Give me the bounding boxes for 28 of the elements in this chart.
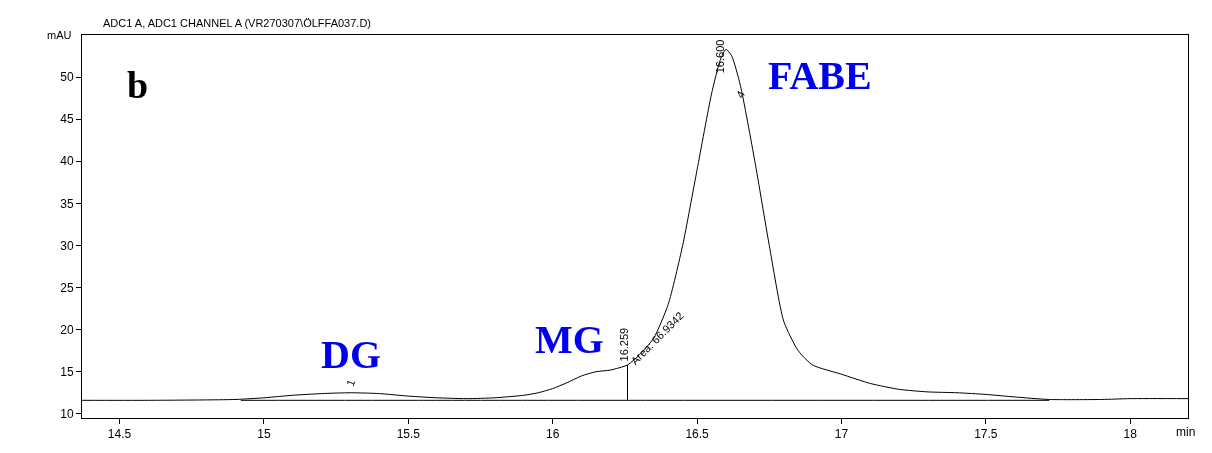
x-tick-label: 16: [546, 427, 560, 442]
x-tick-label: 17: [834, 427, 849, 442]
annotation: 16.259: [617, 327, 630, 362]
y-tick-label: 35: [60, 196, 74, 211]
x-tick-label: 17.5: [974, 427, 998, 442]
annotation: 1: [343, 377, 358, 388]
annotation: FABE: [768, 53, 872, 98]
annotation: b: [127, 64, 149, 106]
y-tick-label: 45: [60, 112, 74, 127]
y-tick-label: 10: [60, 406, 74, 421]
x-tick-label: 14.5: [107, 427, 132, 442]
y-tick-label: 40: [60, 154, 74, 169]
x-tick-label: 16.5: [685, 427, 710, 442]
y-tick-label: 20: [60, 322, 74, 337]
chart-title: ADC1 A, ADC1 CHANNEL A (VR270307\ÖLFFA037.D): [103, 17, 371, 29]
y-tick-label: 50: [60, 70, 74, 85]
x-tick-label: 15: [257, 427, 271, 442]
x-axis-title: min: [1176, 425, 1196, 439]
x-tick-label: 15.5: [396, 427, 421, 442]
y-tick-label: 30: [60, 238, 74, 253]
annotation: 16.600: [713, 39, 726, 74]
annotation: DG: [321, 332, 381, 377]
y-tick-label: 25: [60, 280, 74, 295]
y-tick-label: 15: [60, 364, 74, 379]
x-tick-label: 18: [1123, 427, 1138, 442]
y-axis-title: mAU: [47, 29, 72, 41]
annotation: MG: [535, 317, 604, 362]
annotation: 4: [733, 88, 748, 100]
